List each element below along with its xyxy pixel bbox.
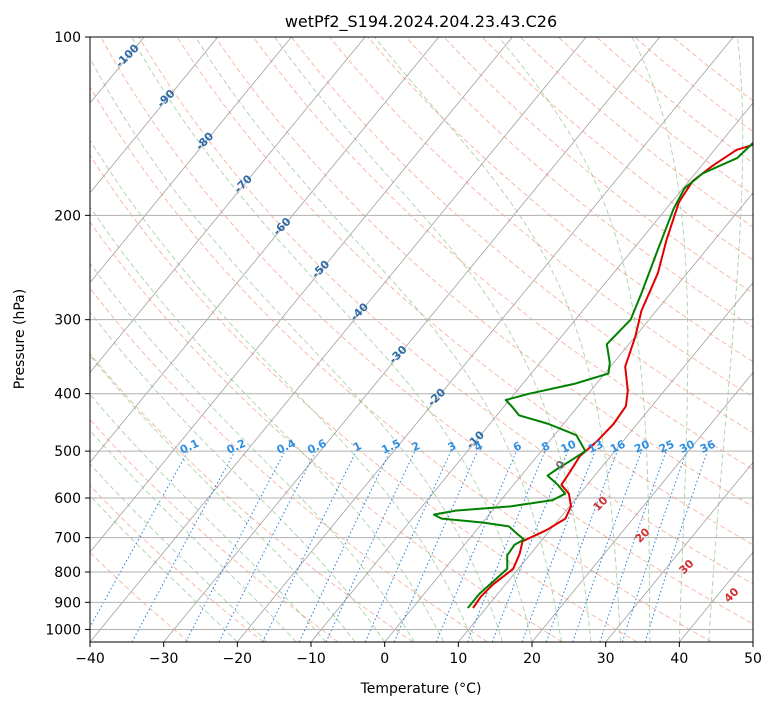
mixing-ratio-label: 25: [657, 438, 676, 456]
isotherm-line: [90, 37, 513, 553]
mixing-ratio-line: [467, 450, 546, 642]
mixing-ratio-line: [435, 450, 517, 642]
mixing-ratio-line: [621, 450, 688, 642]
moist-adiabat-line: [90, 463, 268, 642]
mixing-ratio-line: [599, 450, 667, 642]
x-tick-label: −10: [296, 651, 326, 667]
mixing-ratio-line: [393, 450, 479, 642]
moist-adiabat-line: [90, 393, 327, 642]
temperature-line: [472, 143, 753, 609]
mixing-ratio-line: [131, 450, 236, 642]
x-tick-label: −20: [223, 651, 253, 667]
x-tick-label: 40: [670, 651, 688, 667]
pressure-grid: [90, 37, 753, 630]
y-tick-label: 600: [54, 491, 81, 507]
x-tick-label: 20: [523, 651, 541, 667]
moist-adiabat-line: [90, 495, 238, 642]
dry-adiabat-line: [100, 37, 753, 625]
dry-adiabat-line: [138, 37, 753, 585]
isotherm-line: [90, 37, 366, 374]
x-tick-label: 30: [597, 651, 615, 667]
mixing-ratio-line: [644, 450, 708, 642]
x-tick-label: 10: [449, 651, 467, 667]
mixing-ratio-label: 30: [677, 437, 697, 455]
background-lines: [90, 37, 753, 642]
isotherm-line: [90, 37, 219, 194]
dry-adiabat-line: [90, 287, 488, 642]
y-tick-label: 200: [54, 208, 81, 224]
x-tick-label: 50: [744, 651, 762, 667]
dry-adiabat-line: [90, 221, 563, 642]
dry-adiabat-line: [90, 551, 190, 642]
dry-adiabat-line: [176, 37, 753, 546]
mixing-ratio-line: [521, 450, 596, 642]
profile-series: [432, 141, 753, 609]
mixing-ratio-line: [491, 450, 569, 642]
x-tick-label: 0: [380, 651, 389, 667]
y-tick-label: 100: [54, 30, 81, 46]
mixing-ratio-line: [90, 450, 189, 629]
moist-adiabat-line: [195, 37, 562, 642]
dry-adiabat-line: [90, 353, 414, 642]
dry-adiabat-line: [291, 37, 753, 434]
plot-background: [90, 37, 753, 642]
isotherm-line: [90, 37, 587, 642]
mixing-ratio-line: [218, 450, 317, 642]
y-tick-label: 800: [54, 565, 81, 581]
mixing-ratio-label: 20: [632, 437, 652, 455]
axes: −40 −30 −20 −10 0 10 20 30 40 50 100 200 300 400 500 60…: [45, 30, 762, 667]
isotherm-line: [605, 461, 753, 642]
dry-adiabat-line: [90, 86, 712, 642]
mixing-ratio-line: [364, 450, 452, 642]
mixing-ratio-line: [262, 450, 357, 642]
y-tick-label: 300: [54, 313, 81, 329]
moist-adiabat-line: [374, 37, 621, 642]
mixing-ratio-label: 13: [586, 438, 605, 456]
y-tick-label: 900: [54, 595, 81, 611]
mixing-ratio-label: 10: [559, 437, 579, 455]
dry-adiabat-line: [90, 484, 264, 642]
x-tick-label: −30: [149, 651, 179, 667]
moist-adiabat-line: [90, 311, 386, 642]
dry-adiabat-line: [90, 418, 339, 642]
moist-adiabat-line: [90, 429, 297, 642]
moist-adiabat-line: [708, 37, 744, 642]
y-axis-title: Pressure (hPa): [12, 289, 28, 389]
moist-adiabat-line: [90, 354, 356, 642]
isotherm-line: [531, 371, 753, 642]
moist-adiabat-line: [631, 37, 689, 642]
moist-adiabat-line: [498, 37, 651, 642]
x-axis-title: Temperature (°C): [360, 681, 482, 697]
moist-adiabat-line: [90, 139, 474, 642]
dry-adiabat-line: [443, 37, 753, 294]
y-tick-label: 500: [54, 444, 81, 460]
isotherm-line: [90, 37, 440, 463]
dry-adiabat-line: [90, 154, 638, 642]
y-tick-label: 1000: [45, 622, 81, 638]
isotherm-line: [384, 192, 753, 642]
chart-title: wetPf2_S194.2024.204.23.43.C26: [285, 12, 557, 32]
isotherm-line: [163, 37, 661, 642]
isotherm-line: [236, 37, 734, 642]
moist-adiabat-line: [274, 37, 592, 642]
dry-adiabat-line: [405, 37, 753, 328]
moist-adiabat-line: [131, 37, 533, 642]
moist-adiabat-line: [90, 57, 503, 642]
isotherm-line: [457, 281, 753, 642]
moist-adiabat-line: [90, 262, 415, 642]
dry-adiabat-line: [329, 37, 753, 398]
plot-frame: [89, 36, 754, 643]
mixing-ratio-line: [545, 450, 618, 642]
isotherm-line: [90, 37, 292, 284]
mixing-ratio-line: [572, 450, 642, 642]
mixing-ratio-label: 36: [698, 437, 718, 455]
mixing-ratio-label: 16: [608, 437, 628, 455]
y-tick-label: 700: [54, 531, 81, 547]
y-tick-label: 400: [54, 387, 81, 403]
dewpoint-line: [432, 141, 753, 609]
x-tick-label: −40: [75, 651, 105, 667]
